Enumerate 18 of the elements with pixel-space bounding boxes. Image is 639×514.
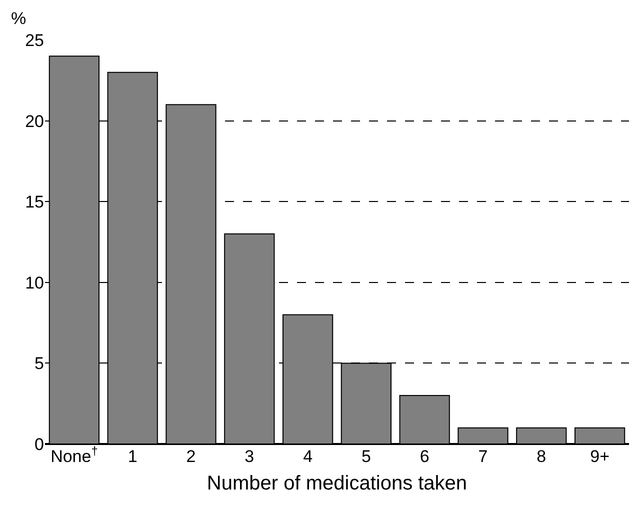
y-tick-label: 10: [25, 273, 44, 292]
x-tick-label: 8: [536, 447, 546, 466]
y-tick-label: 0: [34, 434, 44, 454]
x-tick-label: 2: [186, 447, 196, 466]
x-tick-label: 9+: [590, 447, 610, 466]
y-tick-label: 15: [25, 192, 44, 212]
x-tick-label: 7: [478, 447, 488, 466]
x-tick-label: 5: [361, 447, 371, 466]
y-tick-label: 25: [25, 30, 44, 50]
y-tick-label: 5: [34, 354, 44, 374]
x-tick-label: 4: [303, 447, 313, 466]
y-tick-label: 20: [25, 112, 44, 131]
x-tick-label: 1: [128, 447, 138, 466]
x-tick-label: None$^{†}$: [50, 444, 98, 466]
y-axis-title: %: [11, 9, 26, 28]
x-tick-label: 3: [244, 447, 254, 466]
x-tick-label: 6: [420, 447, 430, 466]
x-axis-title: Number of medications taken: [206, 472, 468, 494]
